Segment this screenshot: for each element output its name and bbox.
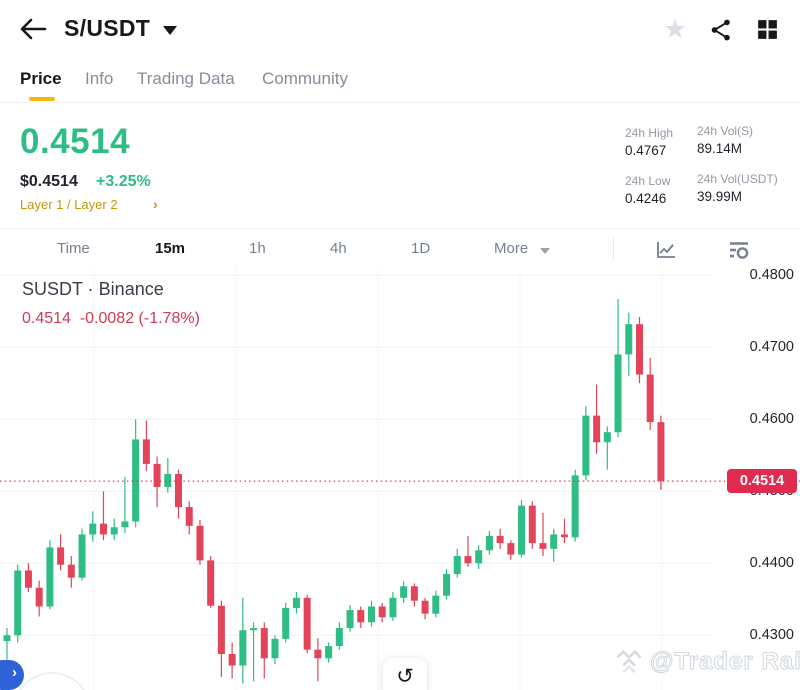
watermark-logo-icon [616, 650, 642, 674]
stat-high-value: 0.4767 [625, 143, 667, 158]
favorite-star-icon[interactable]: ★ [663, 14, 688, 45]
stat-volquote-label: 24h Vol(USDT) [697, 172, 778, 186]
category-tag-arrow-icon[interactable]: › [153, 196, 158, 212]
watermark: @Trader Rai [614, 648, 800, 676]
top-bar: S/USDT ★ [0, 0, 800, 60]
timeframe-time[interactable]: Time [57, 240, 90, 257]
chart-ohlc-price: 0.4514 [22, 310, 71, 327]
share-icon[interactable] [708, 17, 734, 48]
watermark-text: @Trader Rai [650, 648, 800, 676]
last-price: 0.4514 [20, 122, 131, 161]
chevron-right-icon: › [12, 664, 17, 681]
back-button[interactable] [18, 16, 50, 44]
price-change-percent: +3.25% [96, 173, 151, 190]
y-axis-label: 0.4800 [749, 268, 794, 284]
tab-price[interactable]: Price [20, 69, 62, 88]
chart-symbol-label: SUSDT · Binance [22, 279, 164, 299]
category-tag[interactable]: Layer 1 / Layer 2 [20, 197, 118, 212]
timeframe-1d[interactable]: 1D [411, 240, 431, 257]
chart-area: SUSDT · Binance 0.4514 -0.0082 (-1.78%) … [0, 268, 800, 690]
timeframe-4h[interactable]: 4h [330, 240, 347, 257]
tab-community[interactable]: Community [262, 69, 348, 88]
last-price-tag: 0.4514 [727, 469, 797, 494]
pair-dropdown-caret-icon[interactable] [163, 26, 177, 35]
side-panel-toggle[interactable]: › [0, 660, 24, 690]
refresh-button[interactable]: ↺ [383, 658, 427, 690]
apps-grid-icon[interactable] [755, 17, 780, 47]
y-axis-label: 0.4300 [749, 627, 794, 644]
toolbar-divider [613, 238, 614, 259]
timeframe-bar: Time 15m 1h 4h 1D More [0, 228, 800, 268]
more-caret-icon[interactable] [540, 248, 550, 254]
timeframe-1h[interactable]: 1h [249, 240, 266, 257]
stat-volquote-value: 39.99M [697, 189, 743, 204]
chart-change-label: 0.4514 -0.0082 (-1.78%) [22, 310, 200, 328]
y-axis-label: 0.4600 [749, 411, 794, 428]
y-axis-label: 0.4700 [749, 339, 794, 356]
y-axis-label: 0.4400 [749, 555, 794, 572]
stat-volbase-label: 24h Vol(S) [697, 124, 754, 138]
stat-low-value: 0.4246 [625, 191, 667, 206]
timeframe-more[interactable]: More [494, 240, 529, 257]
stat-low-label: 24h Low [625, 174, 671, 188]
candlestick-chart[interactable] [0, 268, 800, 690]
indicator-settings-icon[interactable] [727, 240, 751, 266]
pair-title[interactable]: S/USDT [64, 15, 151, 41]
page-tabs: Price Info Trading Data Community [0, 60, 800, 103]
fiat-price: $0.4514 [20, 173, 78, 190]
chart-ohlc-change: -0.0082 (-1.78%) [79, 310, 200, 327]
active-tab-underline [29, 97, 55, 101]
timeframe-15m[interactable]: 15m [155, 240, 186, 257]
tab-trading-data[interactable]: Trading Data [137, 69, 235, 88]
refresh-icon: ↺ [396, 664, 414, 688]
chart-style-icon[interactable] [655, 240, 677, 265]
tab-info[interactable]: Info [85, 69, 114, 88]
stat-high-label: 24h High [625, 126, 674, 140]
stat-volbase-value: 89.14M [697, 141, 743, 156]
back-arrow-icon [20, 18, 47, 40]
